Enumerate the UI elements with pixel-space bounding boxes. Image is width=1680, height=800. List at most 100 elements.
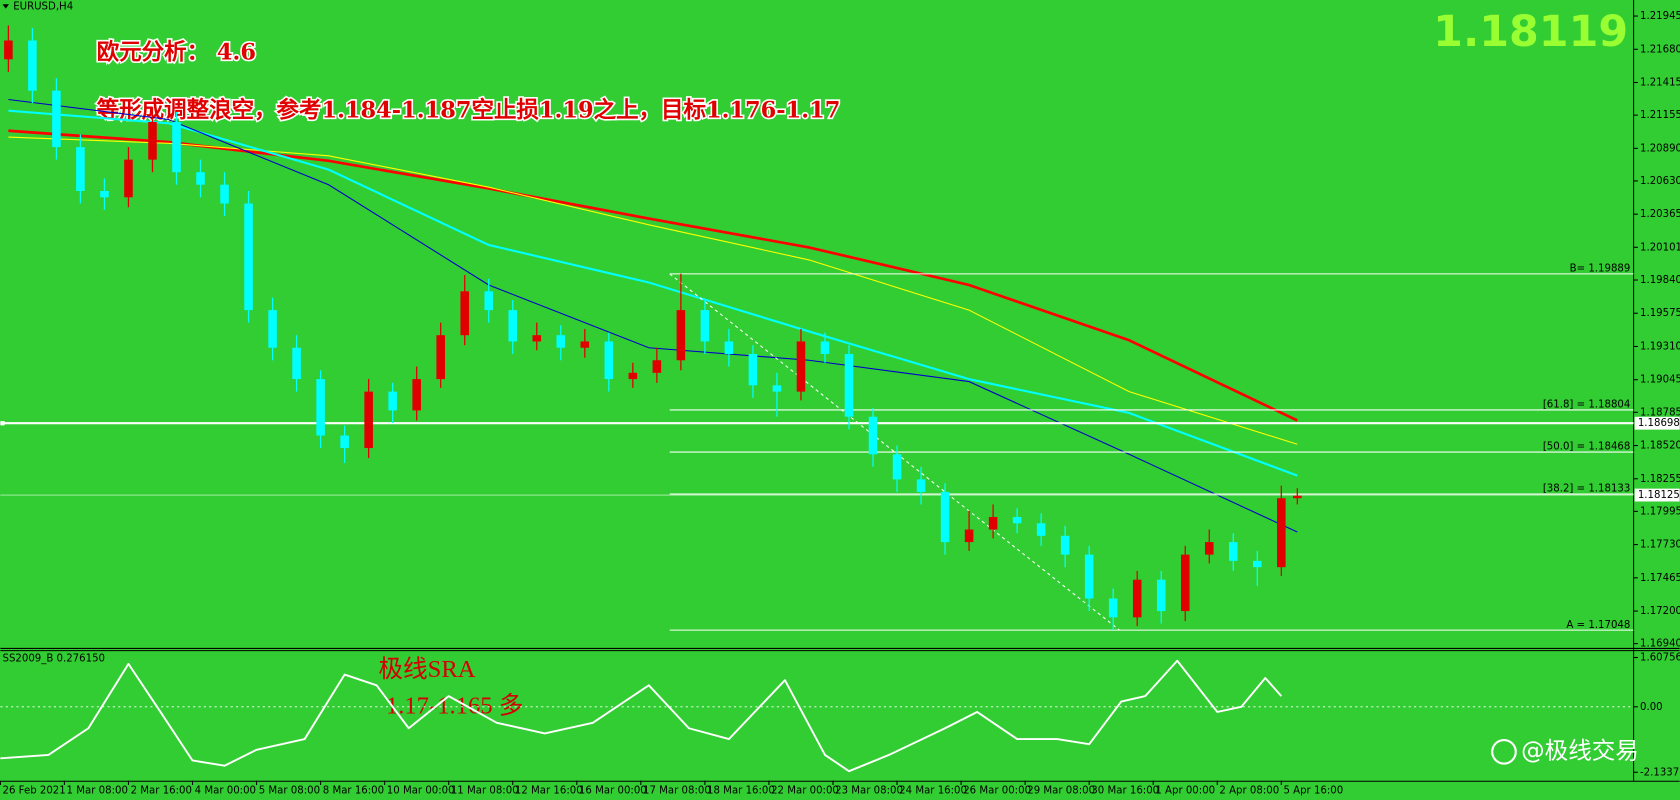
x-tick-label: 2 Apr 08:00 [1219, 785, 1279, 796]
x-tick-label: 26 Feb 2021 [3, 785, 66, 796]
moving-average [8, 136, 1298, 445]
candle-body [220, 184, 229, 204]
x-tick-label: 16 Mar 00:00 [579, 785, 647, 796]
price-box [1634, 488, 1680, 502]
y-tick-label: 1.20630 [1640, 176, 1680, 187]
candle-body [316, 379, 325, 436]
candle-body [772, 385, 782, 392]
candle-body [1060, 535, 1070, 555]
candle-body [484, 291, 494, 311]
candle-body [340, 435, 349, 449]
price-box-label: 1.18698 [1638, 418, 1680, 429]
candle-body [652, 360, 662, 373]
candle-body [724, 341, 734, 354]
fib-level-label: [50.0] = 1.18468 [1543, 442, 1631, 453]
x-tick-label: 17 Mar 08:00 [643, 785, 711, 796]
y-tick-label: 1.20890 [1640, 143, 1680, 154]
y-tick-label: 1.17200 [1640, 606, 1680, 617]
y-tick-label: 1.19575 [1640, 308, 1680, 319]
x-tick-label: 2 Mar 16:00 [131, 785, 192, 796]
x-tick-label: 11 Mar 08:00 [451, 785, 519, 796]
x-tick-label: 1 Mar 08:00 [67, 785, 128, 796]
watermark-icon [1491, 738, 1517, 765]
candle-body [1293, 495, 1302, 499]
candle-body [1132, 579, 1142, 618]
y-tick-label: 1.17465 [1640, 573, 1680, 584]
x-tick-label: 26 Mar 00:00 [963, 785, 1031, 796]
indicator-title: SS2009_B 0.276150 [3, 654, 105, 665]
candle-body [532, 335, 542, 342]
y-tick-label: 1.21415 [1640, 78, 1680, 89]
x-tick-label: 30 Mar 16:00 [1091, 785, 1159, 796]
fib-level-label: [61.8] = 1.18804 [1543, 400, 1631, 411]
candle-body [604, 341, 614, 380]
candle-body [460, 291, 469, 336]
candle-body [4, 40, 13, 60]
candle-body [940, 491, 950, 543]
candle-body [868, 416, 878, 455]
y-tick-label: 1.19840 [1640, 275, 1680, 286]
y-tick-label: 1.20365 [1640, 209, 1680, 220]
candle-body [412, 379, 421, 411]
y-tick-label: 1.16940 [1640, 639, 1680, 650]
moving-average [8, 109, 1298, 477]
candle-body [796, 341, 806, 392]
x-tick-label: 4 Mar 00:00 [195, 785, 256, 796]
fib-level-label: B= 1.19889 [1570, 264, 1631, 275]
candle-body [844, 353, 854, 417]
y-tick-label: 1.21680 [1640, 44, 1680, 55]
x-tick-label: 8 Mar 16:00 [323, 785, 384, 796]
candle-body [556, 335, 566, 348]
annotation: 等形成调整浪空，参考1.184-1.187空止损1.19之上，目标1.176-1… [97, 96, 841, 123]
annotation: 极线SRA [378, 655, 475, 683]
price-box-label: 1.18125 [1638, 490, 1680, 501]
x-tick-label: 22 Mar 00:00 [771, 785, 839, 796]
x-tick-label: 1 Apr 00:00 [1155, 785, 1215, 796]
x-tick-label: 10 Mar 00:00 [387, 785, 455, 796]
candle-body [988, 517, 998, 530]
y-tick-label: 1.18785 [1640, 407, 1680, 418]
y-tick-label: 1.20101 [1640, 242, 1680, 253]
candle-body [100, 190, 109, 198]
candle-body [916, 479, 926, 492]
candle-body [1012, 517, 1022, 524]
x-tick-label: 23 Mar 08:00 [835, 785, 903, 796]
annotation: 欧元分析： 4.6 [97, 40, 256, 66]
watermark: @极线交易 [1521, 736, 1639, 764]
x-tick-label: 29 Mar 08:00 [1027, 785, 1095, 796]
candle-body [1036, 523, 1046, 536]
annotation: 1.17-1.165 多 [386, 692, 523, 720]
candle-body [28, 40, 37, 91]
candle-body [508, 310, 518, 342]
candle-body [964, 529, 974, 543]
candle-body [820, 341, 830, 354]
candle-body [1180, 554, 1190, 612]
x-tick-label: 5 Apr 16:00 [1283, 785, 1343, 796]
candle-body [364, 391, 373, 449]
y-tick-label: 0.00 [1640, 702, 1663, 713]
candle-body [1228, 542, 1238, 561]
candle-body [1084, 554, 1094, 599]
indicator-line [0, 659, 1283, 773]
candle-body [628, 372, 638, 380]
y-tick-label: 1.19310 [1640, 341, 1680, 352]
candle-body [292, 347, 301, 380]
menu-triangle[interactable] [2, 4, 9, 9]
fib-trend-line [669, 273, 1120, 631]
y-tick-label: -2.133781 [1640, 767, 1680, 778]
y-tick-label: 1.18255 [1640, 474, 1680, 485]
y-tick-label: 1.607565 [1640, 653, 1680, 664]
candle-body [52, 90, 61, 148]
x-tick-label: 18 Mar 16:00 [707, 785, 775, 796]
candle-body [172, 122, 181, 173]
candle-body [1277, 498, 1286, 568]
candle-body [436, 335, 445, 380]
candle-body [1108, 598, 1118, 618]
symbol-label: EURUSD,H4 [13, 1, 73, 12]
candle-body [748, 353, 758, 386]
fib-level-label: [38.2] = 1.18133 [1543, 484, 1631, 495]
candle-body [892, 454, 902, 480]
